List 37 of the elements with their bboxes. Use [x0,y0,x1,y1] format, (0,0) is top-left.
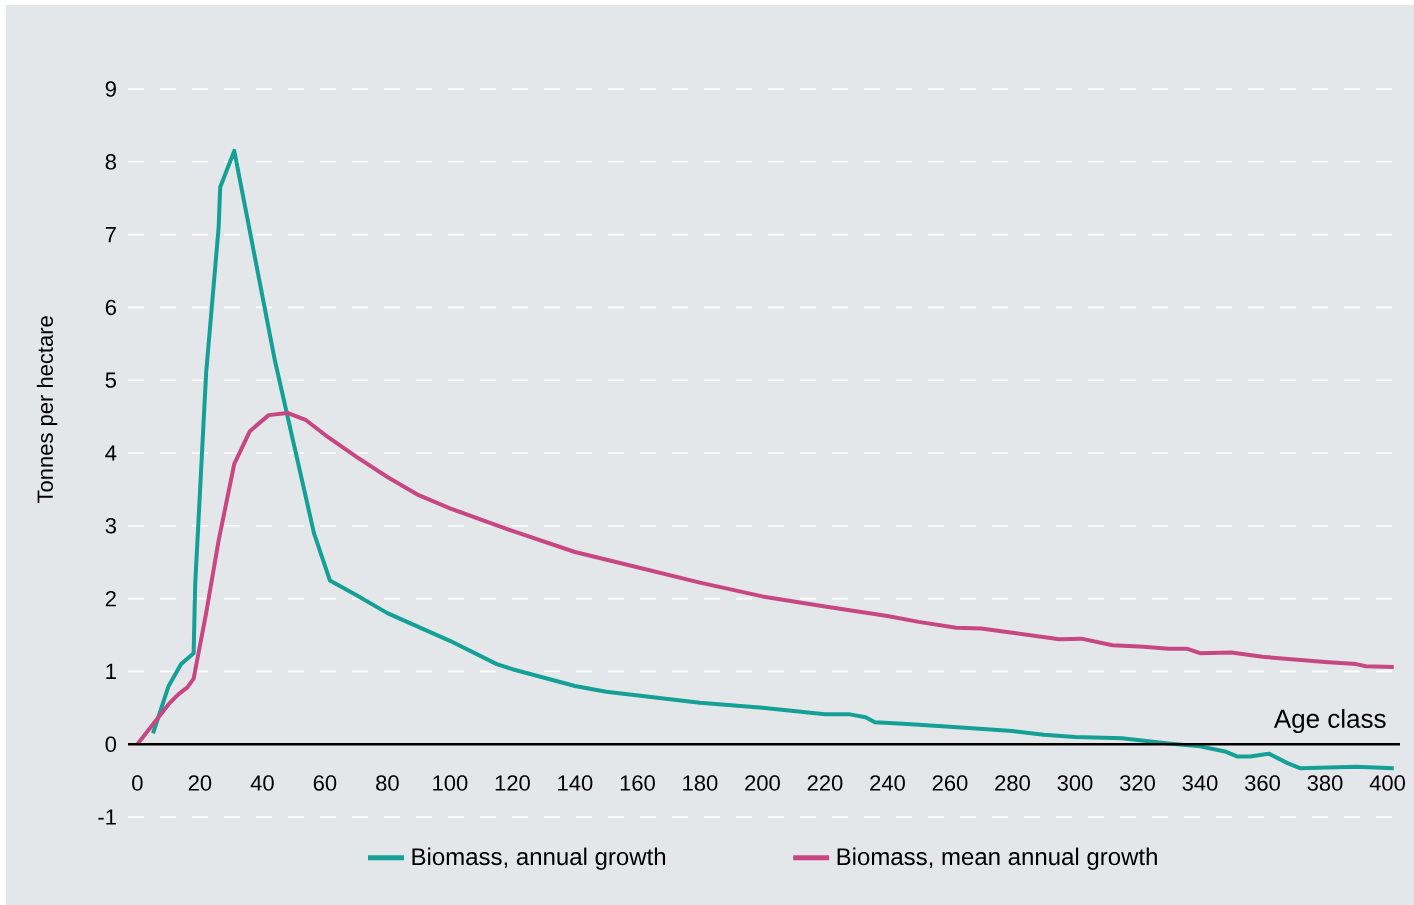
y-tick-label: 7 [105,227,116,243]
x-tick-label: 140 [558,775,593,791]
y-tick-label: 2 [105,590,116,607]
y-tick-label: 6 [105,299,116,316]
x-tick-label: 40 [250,775,274,791]
y-tick-label: 3 [105,518,116,534]
x-tick-label: 220 [807,775,843,791]
x-tick-label: 0 [132,775,143,791]
x-tick-label: 80 [376,775,399,791]
x-tick-label: 340 [1182,775,1218,791]
y-tick-label: 1 [106,663,116,679]
x-tick-label: 20 [188,775,212,791]
x-tick-label: 160 [620,775,655,791]
x-axis-title: Age class [1273,708,1386,734]
legend-label: Biomass, mean annual growth [837,847,1157,870]
x-tick-label: 200 [745,775,780,791]
x-tick-label: 120 [495,775,530,791]
line-series [151,148,1396,771]
x-tick-label: 400 [1369,775,1405,791]
x-tick-label: 380 [1307,775,1343,791]
legend-label: Biomass, annual growth [412,847,666,870]
x-tick-label: 280 [995,775,1030,791]
x-tick-label: 240 [870,775,905,791]
y-tick-label: 4 [105,445,117,461]
x-tick-label: 300 [1057,775,1093,791]
y-tick-label: 8 [105,154,116,170]
x-tick-label: 260 [932,775,968,791]
x-tick-label: 180 [683,775,718,791]
x-tick-label: 360 [1244,775,1280,791]
y-tick-label: 5 [105,372,116,388]
y-tick-label: 9 [105,81,116,97]
x-tick-label: 100 [433,775,468,791]
x-tick-label: 60 [313,775,337,791]
y-axis-title: Tonnes per hectare [36,316,58,503]
x-tick-label: 320 [1119,775,1155,791]
y-tick-label: -1 [98,809,116,825]
y-tick-label: 0 [105,736,117,752]
